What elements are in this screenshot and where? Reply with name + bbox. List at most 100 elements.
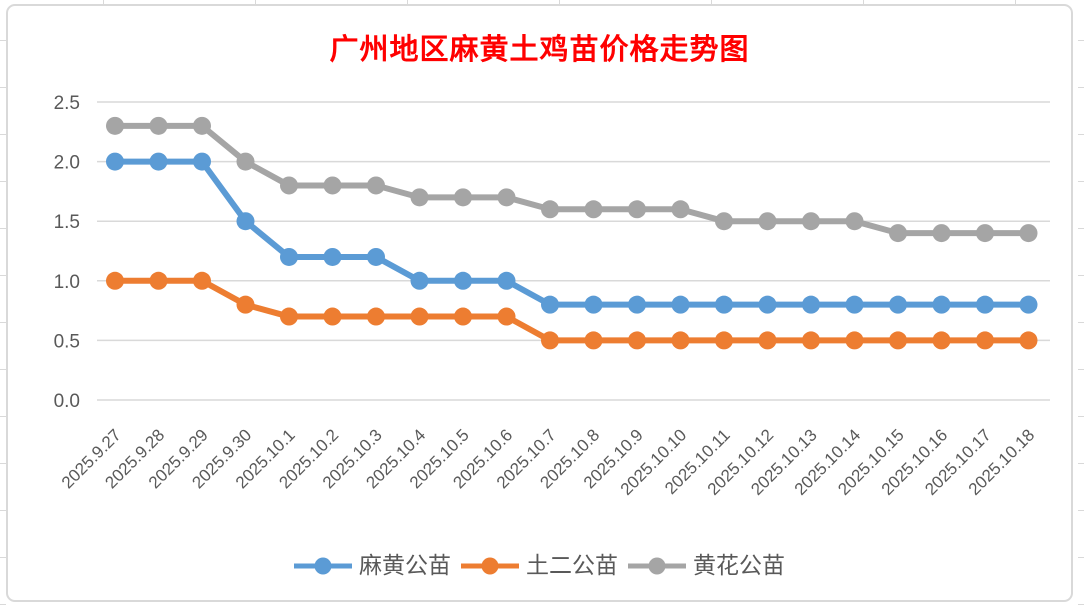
data-point-marker-土二公苗 (758, 331, 777, 350)
data-point-marker-土二公苗 (236, 295, 255, 314)
worksheet-gridline-stub (0, 181, 6, 182)
worksheet-gridline-stub (1078, 510, 1084, 511)
data-point-marker-麻黄公苗 (628, 295, 646, 314)
data-point-marker-土二公苗 (715, 331, 733, 350)
data-point-marker-麻黄公苗 (976, 295, 994, 314)
y-axis-tick-label: 1.5 (54, 212, 80, 233)
y-axis-tick-label: 1.0 (54, 272, 80, 293)
data-point-marker-黄花公苗 (671, 200, 690, 219)
data-point-marker-土二公苗 (149, 271, 168, 290)
data-point-marker-麻黄公苗 (454, 271, 472, 290)
legend: 麻黄公苗 土二公苗 黄花公苗 (8, 554, 1071, 577)
worksheet-gridline-stub (1078, 181, 1084, 182)
data-point-marker-土二公苗 (410, 307, 429, 326)
worksheet-gridline-stub (711, 0, 712, 4)
worksheet-gridline-stub (0, 87, 6, 88)
data-point-marker-土二公苗 (889, 331, 907, 350)
worksheet-gridline-stub (0, 369, 6, 370)
worksheet-gridline-stub (1078, 134, 1084, 135)
y-axis-tick-label: 2.0 (54, 153, 80, 174)
data-point-marker-土二公苗 (454, 307, 472, 326)
plot-area: 0.00.51.01.52.02.52025.9.272025.9.282025… (54, 93, 1050, 499)
worksheet-gridline-stub (559, 0, 560, 4)
worksheet-gridline-stub (0, 275, 6, 276)
worksheet-gridline-stub (407, 0, 408, 4)
data-point-marker-黄花公苗 (715, 212, 733, 231)
data-point-marker-麻黄公苗 (1019, 295, 1038, 314)
worksheet-gridline-stub (1078, 369, 1084, 370)
legend-item-麻黄公苗: 麻黄公苗 (294, 554, 451, 577)
worksheet-gridline-stub (103, 0, 104, 4)
series-line-黄花公苗 (112, 122, 1032, 237)
y-axis-tick-label: 0.0 (54, 391, 80, 412)
worksheet-gridline-stub (0, 134, 6, 135)
data-point-marker-麻黄公苗 (845, 295, 864, 314)
data-point-marker-土二公苗 (802, 331, 820, 350)
data-point-marker-麻黄公苗 (584, 295, 603, 314)
worksheet-gridline-stub (1078, 87, 1084, 88)
legend-line-marker-icon (294, 557, 352, 574)
data-point-marker-麻黄公苗 (758, 295, 777, 314)
worksheet-gridline-stub (1078, 322, 1084, 323)
data-point-marker-土二公苗 (628, 331, 646, 350)
data-point-marker-黄花公苗 (280, 176, 298, 195)
data-point-marker-麻黄公苗 (280, 247, 298, 266)
y-axis-tick-label: 2.5 (54, 93, 80, 114)
worksheet-gridline-stub (255, 0, 256, 4)
data-point-marker-麻黄公苗 (802, 295, 820, 314)
data-point-marker-黄花公苗 (454, 188, 472, 207)
data-point-marker-麻黄公苗 (541, 295, 559, 314)
worksheet-gridline-stub (1078, 40, 1084, 41)
series-line-麻黄公苗 (112, 158, 1032, 308)
worksheet-gridline-stub (0, 322, 6, 323)
data-point-marker-黄花公苗 (367, 176, 385, 195)
data-point-marker-黄花公苗 (845, 212, 864, 231)
chart-frame[interactable]: 广州地区麻黄土鸡苗价格走势图 0.0 0.5 1.0 1.5 2.0 2.5 2025.9.… (6, 4, 1073, 602)
data-point-marker-土二公苗 (280, 307, 298, 326)
worksheet-gridline-stub (0, 40, 6, 41)
data-point-marker-土二公苗 (193, 271, 211, 290)
data-point-marker-黄花公苗 (149, 116, 168, 135)
data-point-marker-麻黄公苗 (106, 152, 124, 171)
data-point-marker-麻黄公苗 (410, 271, 429, 290)
data-point-marker-麻黄公苗 (715, 295, 733, 314)
data-point-marker-麻黄公苗 (671, 295, 690, 314)
worksheet-gridline-stub (863, 0, 864, 4)
worksheet-gridline-stub (1078, 604, 1084, 605)
data-point-marker-黄花公苗 (758, 212, 777, 231)
data-point-marker-麻黄公苗 (193, 152, 211, 171)
data-point-marker-黄花公苗 (236, 152, 255, 171)
worksheet-gridline-stub (1078, 557, 1084, 558)
data-point-marker-黄花公苗 (323, 176, 342, 195)
legend-label: 麻黄公苗 (359, 553, 451, 578)
data-point-marker-黄花公苗 (889, 224, 907, 243)
worksheet-gridline-stub (0, 604, 6, 605)
legend-item-黄花公苗: 黄花公苗 (628, 554, 785, 577)
worksheet-gridline-stub (1078, 463, 1084, 464)
data-point-marker-土二公苗 (932, 331, 951, 350)
chart-title: 广州地区麻黄土鸡苗价格走势图 (329, 34, 750, 66)
data-point-marker-黄花公苗 (1019, 224, 1038, 243)
data-point-marker-麻黄公苗 (236, 212, 255, 231)
data-point-marker-黄花公苗 (628, 200, 646, 219)
data-point-marker-黄花公苗 (802, 212, 820, 231)
data-point-marker-土二公苗 (367, 307, 385, 326)
data-point-marker-土二公苗 (1019, 331, 1038, 350)
y-axis-tick-label: 0.5 (54, 331, 80, 352)
data-point-marker-土二公苗 (323, 307, 342, 326)
data-point-marker-黄花公苗 (584, 200, 603, 219)
data-point-marker-土二公苗 (584, 331, 603, 350)
data-point-marker-土二公苗 (497, 307, 516, 326)
data-point-marker-黄花公苗 (976, 224, 994, 243)
worksheet-gridline-stub (1078, 416, 1084, 417)
legend-label: 土二公苗 (526, 553, 618, 578)
worksheet-gridline-stub (1015, 0, 1016, 4)
data-point-marker-麻黄公苗 (497, 271, 516, 290)
data-point-marker-黄花公苗 (106, 116, 124, 135)
legend-item-土二公苗: 土二公苗 (461, 554, 618, 577)
worksheet-gridline-stub (1078, 275, 1084, 276)
data-point-marker-土二公苗 (106, 271, 124, 290)
worksheet-gridline-stub (1078, 228, 1084, 229)
data-point-marker-麻黄公苗 (932, 295, 951, 314)
